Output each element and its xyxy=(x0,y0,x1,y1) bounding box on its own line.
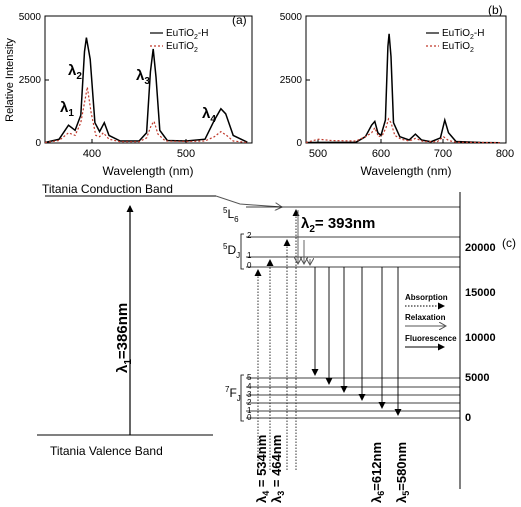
level-5l6-label: 5L6 xyxy=(223,206,239,224)
panel-b-ytick-2500: 2500 xyxy=(280,75,303,86)
panel-b-series-eutio2-line xyxy=(305,117,500,144)
panel-b-xlabel: Wavelength (nm) xyxy=(361,164,452,178)
panel-b-xtick-700: 700 xyxy=(434,148,452,160)
energy-tick-10000: 10000 xyxy=(465,332,496,344)
panel-a-tag: (a) xyxy=(232,13,247,27)
peak-label-lambda2: λ2 xyxy=(68,62,82,82)
panel-b-legend: EuTiO2-H EuTiO2 xyxy=(426,28,484,54)
panel-a-legend-label-h: EuTiO2-H xyxy=(166,28,208,41)
svg-text:1: 1 xyxy=(247,406,252,415)
level-5dj-label: 5DJ xyxy=(223,242,240,260)
panel-a-ytick-5000: 5000 xyxy=(19,12,42,23)
energy-tick-0: 0 xyxy=(465,412,471,424)
lambda2-label: λ2= 393nm xyxy=(301,215,375,235)
svg-text:3: 3 xyxy=(247,390,252,399)
svg-text:0: 0 xyxy=(247,413,252,422)
panel-a-x-ticks: 400 500 xyxy=(83,139,195,160)
legend-fluorescence-label: Fluorescence xyxy=(405,334,457,343)
panel-b-xtick-600: 600 xyxy=(372,148,390,160)
panel-b-series-eutio2-h-line xyxy=(305,33,500,144)
panel-a-ytick-2500: 2500 xyxy=(19,75,42,86)
energy-tick-20000: 20000 xyxy=(465,242,496,254)
panel-a-legend-label-plain: EuTiO2 xyxy=(166,41,198,54)
process-legend: Absorption Relaxation Fluorescence xyxy=(405,293,457,351)
level-7f-lines xyxy=(246,377,460,419)
panel-b-ytick-0: 0 xyxy=(296,138,302,149)
panel-a-spectrum: (a) Relative Intensity Wavelength (nm) 5… xyxy=(4,12,253,178)
panel-a-xlabel: Wavelength (nm) xyxy=(103,164,194,178)
conduction-band-label: Titania Conduction Band xyxy=(42,182,173,196)
panel-a-series-eutio2-h-line xyxy=(44,37,248,144)
panel-c-tag: (c) xyxy=(502,236,516,250)
panel-b-series-group xyxy=(305,33,500,144)
panel-a-y-ticks: 5000 2500 0 xyxy=(19,12,49,149)
svg-text:4: 4 xyxy=(247,382,252,391)
lambda4-label: λ4 = 534nm xyxy=(254,435,271,503)
svg-text:0: 0 xyxy=(247,261,252,270)
d-level-numbers: 2 1 0 xyxy=(247,231,252,270)
panel-b-y-ticks: 5000 2500 0 xyxy=(280,12,310,149)
panel-a-ylabel: Relative Intensity xyxy=(4,38,16,122)
lambda1-label: λ1=386nm xyxy=(114,303,134,373)
panel-a-peak-labels: λ1 λ2 λ3 λ4 xyxy=(60,62,216,125)
legend-relaxation-label: Relaxation xyxy=(405,313,446,322)
lambda3-label: λ3 = 464nm xyxy=(269,435,286,503)
d-levels-bracket xyxy=(240,233,244,270)
peak-label-lambda3: λ3 xyxy=(136,67,150,87)
panel-b-legend-label-h: EuTiO2-H xyxy=(442,28,484,41)
panel-c-energy-diagram: (c) Titania Conduction Band Titania Vale… xyxy=(37,182,516,503)
energy-axis-ticks: 20000 15000 10000 5000 0 xyxy=(465,242,496,424)
svg-text:2: 2 xyxy=(247,398,252,407)
peak-label-lambda1: λ1 xyxy=(60,99,74,119)
f-levels-bracket xyxy=(240,374,244,422)
svg-text:5: 5 xyxy=(247,373,252,382)
panel-a-series-group xyxy=(44,37,248,144)
lambda5-label: λ5=580nm xyxy=(394,442,411,503)
panel-b-ytick-5000: 5000 xyxy=(280,12,303,23)
legend-absorption-label: Absorption xyxy=(405,293,448,302)
panel-b-tag: (b) xyxy=(488,3,503,17)
panel-b-x-ticks: 500 600 700 800 xyxy=(309,139,514,160)
panel-a-ytick-0: 0 xyxy=(35,138,41,149)
valence-band-label: Titania Valence Band xyxy=(50,444,163,458)
svg-text:2: 2 xyxy=(247,231,252,240)
panel-a-xtick-500: 500 xyxy=(177,148,195,160)
level-7fj-label: 7FJ xyxy=(225,385,241,403)
panel-b-xtick-500: 500 xyxy=(309,148,327,160)
panel-a-legend: EuTiO2-H EuTiO2 xyxy=(150,28,208,54)
energy-tick-5000: 5000 xyxy=(465,372,489,384)
panel-b-spectrum: (b) Wavelength (nm) 5000 2500 0 500 600 … xyxy=(280,3,514,178)
f-level-numbers: 5 4 3 2 1 0 xyxy=(247,373,252,422)
peak-label-lambda4: λ4 xyxy=(202,105,216,125)
svg-text:1: 1 xyxy=(247,251,252,260)
panel-b-xtick-800: 800 xyxy=(496,148,514,160)
lambda6-label: λ6=612nm xyxy=(369,442,386,503)
panel-a-xtick-400: 400 xyxy=(83,148,101,160)
conduction-to-5l6-transfer-arrow xyxy=(215,195,282,207)
energy-tick-15000: 15000 xyxy=(465,287,496,299)
panel-b-legend-label-plain: EuTiO2 xyxy=(442,41,474,54)
